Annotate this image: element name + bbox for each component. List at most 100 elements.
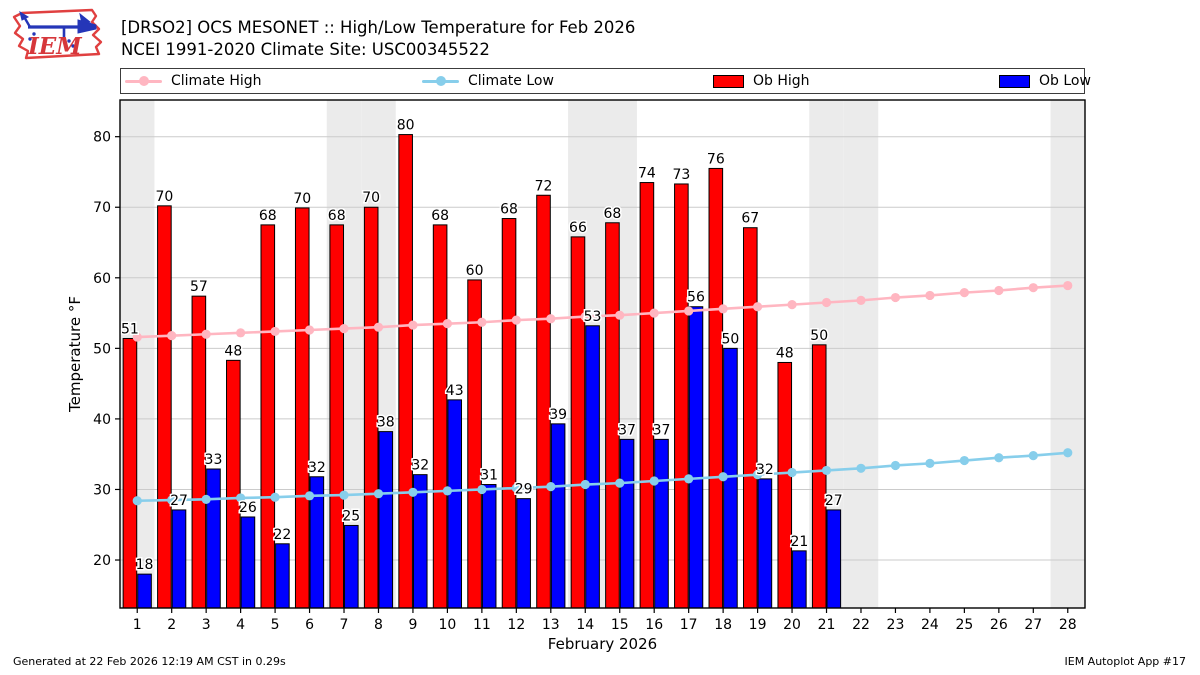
- ob-low-value-label: 21: [790, 534, 808, 550]
- ob-high-bar: [467, 279, 482, 609]
- climate-low-marker: [1063, 448, 1073, 458]
- x-tick-label: 19: [749, 617, 767, 633]
- ob-low-value-label: 25: [342, 508, 360, 524]
- legend-label: Ob High: [753, 73, 810, 89]
- climate-high-marker: [373, 322, 384, 332]
- climate-low-marker: [890, 460, 901, 471]
- ob-high-value-label: 70: [293, 191, 311, 207]
- legend-label: Climate Low: [468, 73, 554, 89]
- x-tick-label: 2: [167, 617, 176, 633]
- ob-high-swatch-icon: [713, 74, 744, 88]
- ob-low-value-label: 27: [170, 493, 188, 509]
- ob-low-value-label: 43: [446, 383, 464, 399]
- climate-high-marker: [718, 304, 728, 314]
- x-tick-label: 1: [133, 617, 142, 633]
- ob-high-bar: [777, 361, 793, 609]
- weekend-band: [843, 100, 879, 608]
- ob-low-bar: [550, 423, 566, 609]
- ob-low-bar: [585, 325, 600, 609]
- climate-high-marker: [304, 325, 315, 335]
- x-tick-label: 8: [374, 617, 383, 633]
- ob-low-bar: [619, 438, 635, 609]
- ob-high-bar: [501, 218, 517, 609]
- ob-high-bar: [294, 207, 310, 609]
- ob-high-bar: [536, 194, 551, 609]
- app-credit: IEM Autoplot App #17: [1064, 655, 1187, 668]
- plot-border: [119, 99, 1086, 609]
- climate-low-marker: [167, 495, 177, 505]
- x-axis-label: February 2026: [548, 635, 657, 653]
- ob-high-bar: [432, 224, 448, 609]
- legend: Climate High Climate Low Ob High Ob Low: [120, 68, 1091, 94]
- climate-high-marker: [511, 315, 521, 325]
- climate-low-marker: [511, 483, 521, 493]
- climate-low-marker: [546, 482, 556, 492]
- generated-timestamp: Generated at 22 Feb 2026 12:19 AM CST in…: [13, 655, 286, 668]
- y-tick-label: 30: [93, 482, 111, 498]
- climate-high-marker: [1063, 280, 1073, 291]
- ob-high-value-label: 67: [741, 211, 759, 227]
- x-tick-label: 23: [887, 617, 905, 633]
- legend-item-ob-high: Ob High: [713, 69, 810, 93]
- ob-high-value-label: 68: [431, 208, 449, 224]
- ob-low-value-label: 37: [618, 422, 636, 438]
- x-tick-label: 22: [852, 617, 870, 633]
- climate-low-marker: [684, 474, 694, 484]
- ob-low-value-label: 33: [205, 452, 223, 468]
- ob-high-value-label: 60: [466, 263, 484, 279]
- ob-low-value-label: 27: [825, 493, 843, 509]
- ob-high-value-label: 66: [569, 220, 587, 236]
- ob-high-bar: [260, 224, 276, 609]
- x-tick-label: 4: [236, 617, 245, 633]
- climate-high-marker: [615, 310, 625, 320]
- chart-title: [DRSO2] OCS MESONET :: High/Low Temperat…: [121, 17, 635, 61]
- ob-high-value-label: 51: [121, 321, 139, 337]
- climate-low-marker: [270, 492, 280, 502]
- x-tick-label: 6: [305, 617, 314, 633]
- climate-low-marker: [132, 496, 142, 506]
- legend-item-climate-high: Climate High: [125, 69, 262, 93]
- ob-high-bar: [329, 224, 345, 609]
- y-tick-label: 60: [93, 271, 111, 287]
- ob-low-value-label: 32: [756, 462, 774, 478]
- x-tick-label: 21: [818, 617, 836, 633]
- climate-low-marker: [959, 455, 969, 466]
- ob-low-bar: [344, 524, 359, 609]
- ob-low-value-label: 39: [549, 407, 567, 423]
- ob-high-value-label: 50: [810, 328, 828, 344]
- climate-high-marker: [959, 288, 969, 298]
- climate-low-marker: [752, 470, 763, 480]
- ob-low-value-label: 32: [308, 460, 326, 476]
- ob-low-bar: [240, 516, 256, 609]
- climate-high-marker: [821, 297, 832, 308]
- iem-logo: IEM: [12, 8, 103, 60]
- ob-low-value-label: 38: [377, 415, 395, 431]
- ob-low-bar: [688, 306, 704, 609]
- x-tick-label: 9: [408, 617, 417, 633]
- ob-high-bar: [398, 134, 413, 609]
- x-tick-label: 7: [340, 617, 349, 633]
- x-tick-label: 25: [955, 617, 973, 633]
- x-tick-label: 13: [542, 617, 560, 633]
- y-tick-label: 50: [93, 341, 111, 357]
- legend-item-climate-low: Climate Low: [422, 69, 554, 93]
- climate-low-marker: [615, 478, 625, 488]
- ob-low-bar: [171, 509, 187, 609]
- climate-high-line: [135, 284, 1070, 339]
- climate-high-marker: [994, 285, 1004, 296]
- ob-high-value-label: 80: [397, 118, 415, 134]
- ob-low-bar: [481, 484, 497, 609]
- ob-high-value-label: 57: [190, 279, 208, 295]
- climate-high-marker: [201, 329, 211, 339]
- title-line-2: NCEI 1991-2020 Climate Site: USC00345522: [121, 40, 490, 59]
- ob-low-bar: [137, 573, 152, 609]
- x-tick-label: 5: [271, 617, 280, 633]
- ob-low-bar: [275, 543, 290, 609]
- climate-high-marker: [132, 332, 142, 342]
- climate-high-marker: [546, 314, 556, 324]
- y-tick-label: 20: [93, 553, 111, 569]
- ob-high-bar: [674, 183, 689, 609]
- x-tick-label: 20: [783, 617, 801, 633]
